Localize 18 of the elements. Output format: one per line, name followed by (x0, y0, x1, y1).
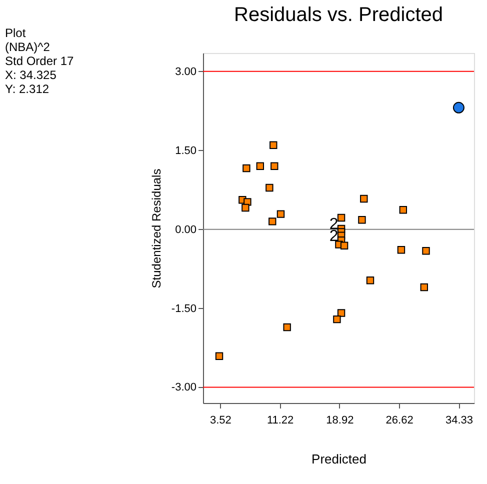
y-tick-label: 0.00 (175, 224, 196, 236)
x-tick-label: 26.62 (386, 414, 414, 426)
text: Std Order 17 (5, 54, 74, 68)
y-tick-label: 3.00 (175, 66, 196, 78)
chart-title: Residuals vs. Predicted (234, 4, 443, 26)
text: (NBA)^2 (5, 40, 50, 54)
x-tick-label: 3.52 (210, 414, 232, 426)
text: Plot (5, 26, 26, 40)
y-axis-title: Studentized Residuals (149, 168, 164, 288)
x-tick-label: 18.92 (326, 414, 354, 426)
x-tick-label: 34.33 (445, 414, 474, 426)
x-axis-title: Predicted (312, 452, 366, 466)
y-tick-label: -1.50 (171, 302, 196, 315)
y-tick-label: 1.50 (175, 144, 196, 157)
y-tick-label: -3.00 (171, 382, 196, 394)
text: X: 34.325 (5, 68, 57, 82)
x-tick-label: 11.22 (266, 414, 294, 426)
text: Y: 2.312 (5, 82, 50, 96)
